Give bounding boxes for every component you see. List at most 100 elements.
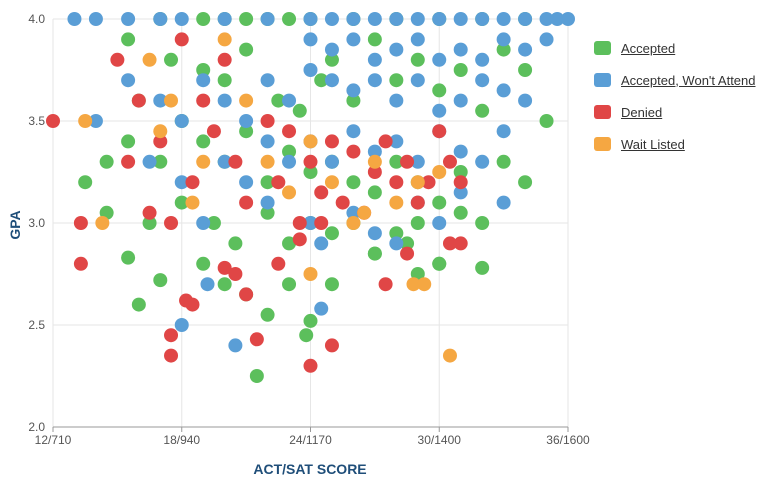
data-point bbox=[67, 12, 82, 26]
data-point bbox=[496, 42, 511, 57]
data-point bbox=[239, 175, 254, 190]
data-point bbox=[453, 175, 468, 190]
data-point bbox=[432, 83, 447, 98]
data-point bbox=[475, 216, 490, 230]
data-point bbox=[453, 205, 468, 220]
data-point bbox=[196, 12, 211, 26]
data-point bbox=[239, 195, 254, 210]
data-point bbox=[432, 256, 447, 271]
data-point bbox=[46, 114, 60, 128]
data-point bbox=[496, 12, 511, 26]
data-point bbox=[303, 63, 318, 77]
x-tick-label: 18/940 bbox=[163, 433, 200, 447]
data-point bbox=[389, 12, 404, 26]
data-point bbox=[453, 185, 468, 200]
data-point bbox=[410, 175, 425, 190]
data-point bbox=[378, 277, 393, 292]
data-point bbox=[303, 313, 318, 328]
data-point bbox=[324, 175, 339, 190]
data-point bbox=[442, 348, 457, 363]
data-point bbox=[95, 216, 110, 230]
x-tick-label: 36/1600 bbox=[546, 433, 590, 447]
data-point bbox=[260, 12, 275, 26]
legend-swatch bbox=[594, 73, 611, 87]
data-point bbox=[496, 154, 511, 169]
data-point bbox=[217, 277, 232, 292]
data-point bbox=[303, 134, 318, 149]
data-point bbox=[174, 175, 189, 190]
data-point bbox=[346, 124, 361, 139]
data-point bbox=[88, 114, 103, 128]
legend-label: Accepted bbox=[621, 40, 676, 56]
data-point bbox=[282, 93, 297, 108]
data-point bbox=[217, 52, 232, 67]
data-point bbox=[282, 277, 297, 292]
legend-item[interactable]: Wait Listed bbox=[594, 128, 756, 160]
data-point bbox=[518, 63, 533, 77]
data-point bbox=[282, 12, 297, 26]
data-point bbox=[410, 154, 425, 169]
data-point bbox=[550, 12, 565, 26]
data-point bbox=[335, 195, 350, 210]
y-tick-label: 3.0 bbox=[28, 216, 45, 230]
data-point bbox=[324, 134, 339, 149]
legend-item[interactable]: Accepted, Won't Attend bbox=[594, 64, 756, 96]
data-point bbox=[518, 175, 533, 190]
data-point bbox=[367, 52, 382, 67]
data-point bbox=[303, 32, 318, 47]
data-point bbox=[121, 32, 136, 47]
data-point bbox=[453, 165, 468, 179]
data-point bbox=[410, 52, 425, 67]
data-point bbox=[539, 12, 554, 26]
data-point bbox=[389, 154, 404, 169]
data-point bbox=[303, 216, 318, 230]
data-point bbox=[164, 93, 179, 108]
data-point bbox=[432, 12, 447, 26]
data-point bbox=[260, 134, 275, 149]
data-point bbox=[400, 246, 415, 261]
data-point bbox=[518, 93, 533, 108]
data-point bbox=[260, 175, 275, 190]
data-point bbox=[432, 216, 447, 230]
data-point bbox=[303, 267, 318, 281]
tick-labels: 2.0 2.5 3.0 3.5 4.0 12/710 18/940 24/1170 30/140… bbox=[28, 12, 590, 447]
data-point bbox=[228, 338, 243, 353]
data-point bbox=[417, 277, 432, 292]
data-point bbox=[153, 134, 168, 149]
data-point bbox=[367, 12, 382, 26]
data-point bbox=[282, 124, 297, 139]
data-point bbox=[88, 12, 103, 26]
data-point bbox=[475, 52, 490, 67]
data-point bbox=[121, 134, 136, 149]
data-point bbox=[217, 260, 232, 275]
data-point bbox=[314, 301, 329, 316]
data-point bbox=[174, 195, 189, 210]
data-point bbox=[217, 73, 232, 88]
data-point bbox=[121, 73, 136, 88]
data-point bbox=[367, 165, 382, 179]
data-point bbox=[196, 154, 211, 169]
data-point bbox=[73, 256, 88, 271]
data-point bbox=[282, 144, 297, 159]
data-point bbox=[389, 93, 404, 108]
legend-item[interactable]: Accepted bbox=[594, 32, 756, 64]
data-point bbox=[121, 250, 136, 265]
data-point bbox=[389, 134, 404, 149]
legend-item[interactable]: Denied bbox=[594, 96, 756, 128]
data-point bbox=[314, 216, 329, 230]
data-point bbox=[410, 12, 425, 26]
data-point bbox=[196, 63, 211, 77]
data-point bbox=[131, 297, 146, 312]
data-point bbox=[475, 154, 490, 169]
data-point bbox=[185, 297, 200, 312]
data-point bbox=[410, 73, 425, 88]
data-point bbox=[282, 236, 297, 251]
data-point bbox=[217, 12, 232, 26]
data-point bbox=[292, 232, 307, 247]
data-point bbox=[561, 12, 575, 26]
data-point bbox=[185, 195, 200, 210]
data-point bbox=[174, 12, 189, 26]
data-point bbox=[121, 12, 136, 26]
data-point bbox=[196, 216, 211, 230]
data-point bbox=[389, 175, 404, 190]
